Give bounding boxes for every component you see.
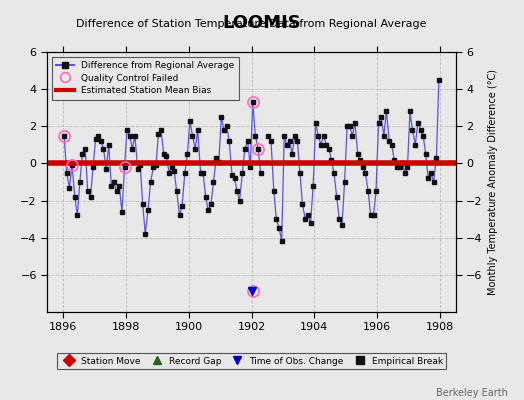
Title: Difference of Station Temperature Data from Regional Average: Difference of Station Temperature Data f… <box>77 19 427 29</box>
Legend: Station Move, Record Gap, Time of Obs. Change, Empirical Break: Station Move, Record Gap, Time of Obs. C… <box>57 353 446 369</box>
Text: LOOMIS: LOOMIS <box>223 14 301 32</box>
Y-axis label: Monthly Temperature Anomaly Difference (°C): Monthly Temperature Anomaly Difference (… <box>488 69 498 295</box>
Text: Berkeley Earth: Berkeley Earth <box>436 388 508 398</box>
